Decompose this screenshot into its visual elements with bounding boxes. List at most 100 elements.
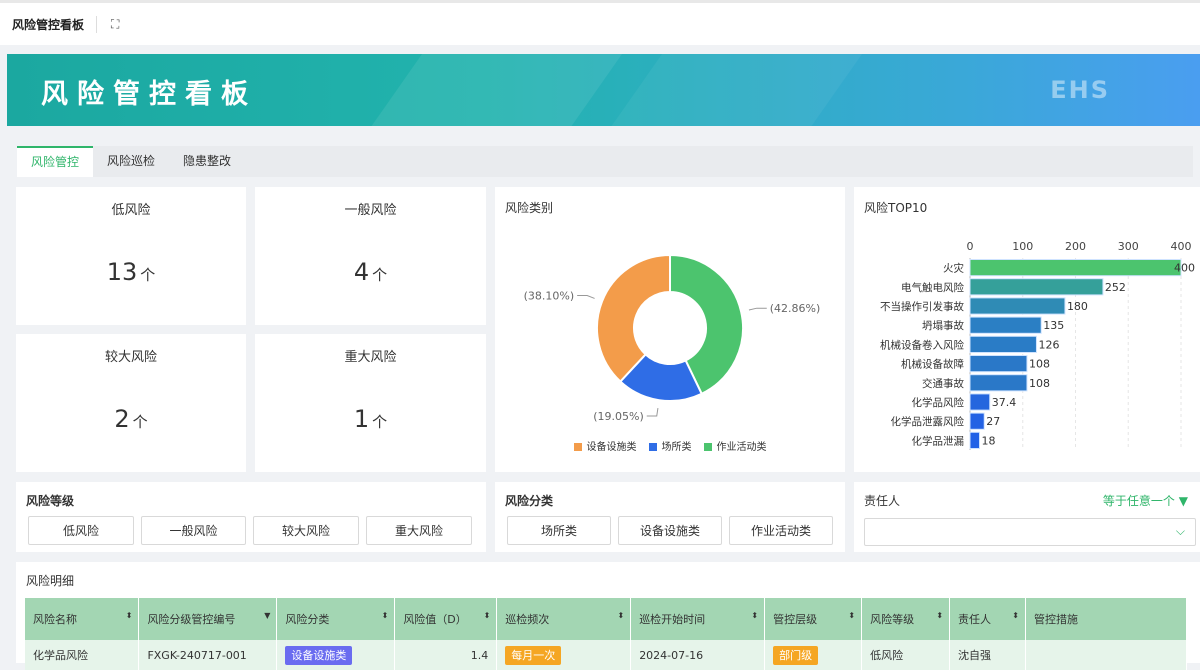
banner-title: 风险管控看板: [41, 79, 257, 110]
column-header[interactable]: 管控层级 ⬍: [764, 598, 863, 640]
label-line: [748, 307, 767, 311]
bar[interactable]: [969, 412, 985, 430]
column-label: 风险等级: [870, 613, 915, 626]
banner: 风险管控看板 EHS: [7, 54, 1200, 126]
column-header[interactable]: 风险分级管控编号 ▼: [138, 598, 278, 640]
expand-icon[interactable]: ⛶: [111, 16, 120, 31]
sort-icon[interactable]: ▼: [264, 611, 271, 620]
tag-badge: 每月一次: [505, 646, 562, 665]
match-mode-dropdown[interactable]: 等于任意一个 ▼: [1103, 492, 1188, 509]
column-header[interactable]: 风险分类 ⬍: [276, 598, 396, 640]
filter-major-risk[interactable]: 较大风险: [253, 516, 359, 545]
stat-label: 重大风险: [344, 350, 397, 365]
legend-label: 场所类: [661, 442, 692, 453]
column-label: 风险分级管控编号: [147, 613, 236, 626]
filter-equipment[interactable]: 设备设施类: [618, 516, 722, 545]
sort-icon[interactable]: ⬍: [125, 611, 133, 620]
filter-title: 责任人: [864, 494, 901, 508]
category-label: 机械设备故障: [901, 358, 964, 371]
column-label: 巡检频次: [505, 613, 550, 626]
legend-item[interactable]: 场所类: [648, 438, 692, 453]
column-header[interactable]: 巡检频次 ⬍: [496, 598, 632, 640]
sort-icon[interactable]: ⬍: [617, 611, 625, 620]
filter-activity[interactable]: 作业活动类: [729, 516, 833, 545]
column-label: 责任人: [958, 613, 992, 626]
section-title: 风险明细: [26, 574, 75, 588]
stat-card-low: 低风险 13 个: [16, 187, 246, 325]
bar[interactable]: [969, 393, 991, 411]
filter-title: 风险分类: [505, 494, 554, 508]
bar[interactable]: [969, 259, 1182, 277]
slice-label: (42.86%): [770, 302, 821, 315]
bar[interactable]: [969, 431, 980, 450]
filter-general-risk[interactable]: 一般风险: [141, 516, 246, 545]
pie-slice[interactable]: [669, 253, 744, 396]
x-tick-label: 100: [1012, 240, 1033, 253]
owner-select[interactable]: ⌵: [864, 518, 1196, 546]
value-label: 37.4: [992, 396, 1017, 409]
value-label: 108: [1029, 358, 1050, 371]
value-label: 18: [981, 434, 995, 447]
bar[interactable]: [969, 355, 1028, 373]
sort-icon[interactable]: ⬍: [381, 611, 389, 620]
x-tick-label: 200: [1065, 240, 1086, 253]
value-label: 108: [1029, 377, 1050, 390]
bar-chart: 0 100 200 300 400 火灾 400 电气触电风险 252 不当操作引发事故 180 坍塌…: [880, 240, 1195, 450]
legend-item[interactable]: 设备设施类: [573, 438, 637, 453]
column-header[interactable]: 风险名称 ⬍: [25, 598, 140, 640]
category-label: 化学品风险: [912, 396, 965, 409]
tag-badge: 设备设施类: [285, 646, 353, 665]
x-tick-label: 400: [1171, 240, 1192, 253]
tab-risk-patrol[interactable]: 风险巡检: [107, 154, 156, 168]
pie-slice[interactable]: [596, 253, 671, 383]
tab-bar: 风险管控 风险巡检 隐患整改: [17, 146, 1193, 177]
filter-site[interactable]: 场所类: [507, 516, 611, 545]
column-label: 风险名称: [33, 613, 77, 626]
tab-risk-control[interactable]: 风险管控: [17, 146, 94, 177]
column-header[interactable]: 责任人 ⬍: [949, 598, 1026, 640]
table-cell: 低风险: [861, 640, 951, 670]
tab-hazard-rectify[interactable]: 隐患整改: [183, 154, 232, 168]
filter-critical-risk[interactable]: 重大风险: [366, 516, 472, 545]
risk-detail-table: 风险名称 ⬍ 风险分级管控编号 ▼ 风险分类 ⬍ 风险值（D） ⬍ 巡检频次 ⬍ 巡检开始时间 ⬍ 管控…: [25, 598, 1187, 670]
sort-icon[interactable]: ⬍: [848, 611, 856, 620]
category-label: 机械设备卷入风险: [880, 338, 964, 351]
bar[interactable]: [969, 278, 1104, 296]
bar[interactable]: [969, 316, 1042, 334]
bar[interactable]: [969, 335, 1037, 354]
bar[interactable]: [969, 374, 1028, 392]
sort-icon[interactable]: ⬍: [483, 611, 491, 620]
table-cell: [1025, 640, 1187, 670]
column-header[interactable]: 巡检开始时间 ⬍: [630, 598, 766, 640]
slice-label: (38.10%): [524, 289, 575, 302]
risk-top10-chart-card: 风险TOP10 0 100 200 300 400 火灾 400 电气触电风险 252 不当操作引…: [854, 187, 1200, 472]
table-row[interactable]: 化学品风险 FXGK-240717-001 设备设施类 1.4 每月一次 2024-07-…: [25, 640, 1187, 670]
value-label: 135: [1043, 319, 1064, 332]
column-header[interactable]: 风险等级 ⬍: [861, 598, 951, 640]
donut-chart: (42.86%) (19.05%) (38.10%): [524, 253, 821, 423]
sort-icon[interactable]: ⬍: [751, 611, 759, 620]
slice-label: (19.05%): [593, 410, 644, 423]
sort-icon[interactable]: ⬍: [936, 611, 944, 620]
x-tick-label: 0: [967, 240, 974, 253]
chart-title: 风险TOP10: [864, 201, 928, 215]
sort-icon[interactable]: ⬍: [1012, 611, 1019, 620]
stat-value: 1: [353, 405, 370, 433]
x-tick-label: 300: [1118, 240, 1139, 253]
column-header[interactable]: 风险值（D） ⬍: [394, 598, 498, 640]
legend-item[interactable]: 作业活动类: [703, 438, 767, 453]
chart-legend: 设备设施类 场所类 作业活动类: [495, 438, 845, 453]
value-label: 126: [1038, 338, 1059, 351]
column-header[interactable]: 管控措施: [1025, 598, 1187, 640]
top-bar: 风险管控看板 ⛶: [0, 0, 1200, 45]
category-label: 坍塌事故: [922, 319, 964, 332]
bar[interactable]: [969, 297, 1066, 315]
chevron-down-icon: ⌵: [1175, 524, 1185, 538]
filter-low-risk[interactable]: 低风险: [28, 516, 134, 545]
legend-label: 作业活动类: [716, 442, 767, 453]
label-line: [646, 408, 659, 417]
risk-level-filter: 风险等级 低风险 一般风险 较大风险 重大风险: [16, 482, 486, 552]
stat-value: 4: [353, 258, 370, 286]
